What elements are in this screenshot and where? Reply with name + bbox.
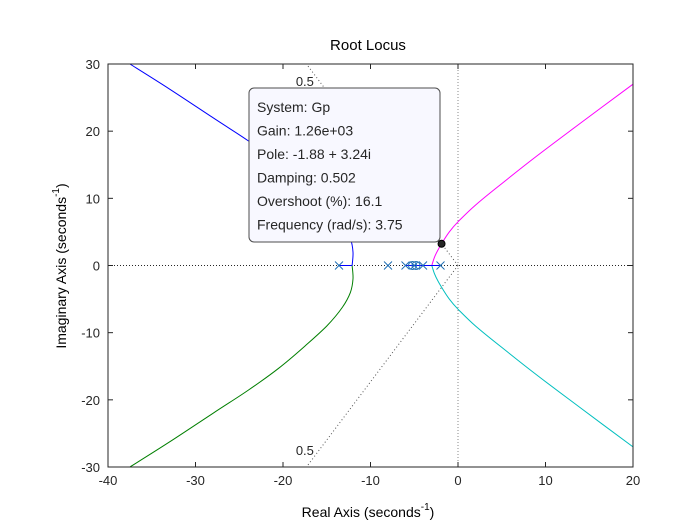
locus-branch-1 bbox=[129, 265, 354, 468]
datatip-box bbox=[248, 87, 441, 243]
x-tick-label: -10 bbox=[361, 473, 380, 488]
x-axis-label: Real Axis (seconds-1) bbox=[302, 502, 435, 520]
chart-title: Root Locus bbox=[330, 37, 406, 54]
locus-branch-3 bbox=[431, 265, 634, 448]
y-tick-label: 10 bbox=[86, 191, 100, 206]
y-tick-label: -30 bbox=[81, 460, 100, 475]
pole-zero-markers bbox=[334, 261, 445, 270]
y-tick-label: -10 bbox=[81, 326, 100, 341]
locus-branch-2 bbox=[431, 83, 634, 266]
pole-marker-0 bbox=[334, 261, 344, 270]
damping-line-lower bbox=[306, 265, 459, 468]
x-axis-label-text: Real Axis (seconds bbox=[302, 504, 421, 520]
pole-marker-2 bbox=[401, 261, 410, 270]
datatip-gain: Gain: 1.26e+03 bbox=[257, 123, 353, 139]
damping-label-lower: 0.5 bbox=[296, 443, 314, 458]
datatip-frequency: Frequency (rad/s): 3.75 bbox=[257, 217, 403, 233]
x-axis-ticks: -40 -30 -20 -10 0 10 20 bbox=[99, 64, 640, 488]
y-tick-label: 20 bbox=[86, 124, 100, 139]
x-tick-label: 0 bbox=[454, 473, 461, 488]
selected-pole-point[interactable] bbox=[437, 239, 446, 248]
y-tick-label: 0 bbox=[93, 259, 100, 274]
datatip-damping: Damping: 0.502 bbox=[257, 170, 356, 186]
x-tick-label: 10 bbox=[538, 473, 552, 488]
x-axis-label-close: ) bbox=[430, 504, 435, 520]
datatip-pole: Pole: -1.88 + 3.24i bbox=[257, 146, 371, 162]
datatip[interactable]: System: Gp Gain: 1.26e+03 Pole: -1.88 + … bbox=[248, 87, 441, 243]
x-tick-label: 20 bbox=[626, 473, 640, 488]
y-tick-label: 30 bbox=[86, 57, 100, 72]
y-axis-label: Imaginary Axis (seconds-1) bbox=[51, 183, 69, 348]
x-tick-label: -20 bbox=[274, 473, 293, 488]
datatip-system: System: Gp bbox=[257, 99, 330, 115]
x-tick-label: -40 bbox=[99, 473, 118, 488]
x-axis-label-exponent: -1 bbox=[421, 502, 430, 513]
y-axis-label-exponent: -1 bbox=[51, 188, 62, 197]
y-axis-label-text: Imaginary Axis (seconds bbox=[53, 197, 69, 349]
y-axis-label-close: ) bbox=[53, 183, 69, 188]
pole-marker-5 bbox=[436, 261, 445, 270]
zero-marker-1 bbox=[411, 261, 421, 270]
pole-marker-1 bbox=[383, 261, 393, 270]
pole-marker-4 bbox=[418, 261, 428, 270]
zero-marker-0 bbox=[408, 261, 417, 270]
y-axis-ticks: -30 -20 -10 0 10 20 30 bbox=[81, 57, 633, 475]
datatip-overshoot: Overshoot (%): 16.1 bbox=[257, 193, 382, 209]
pole-marker-3 bbox=[409, 261, 419, 270]
x-tick-label: -30 bbox=[186, 473, 205, 488]
damping-label-upper: 0.5 bbox=[296, 74, 314, 89]
y-tick-label: -20 bbox=[81, 393, 100, 408]
